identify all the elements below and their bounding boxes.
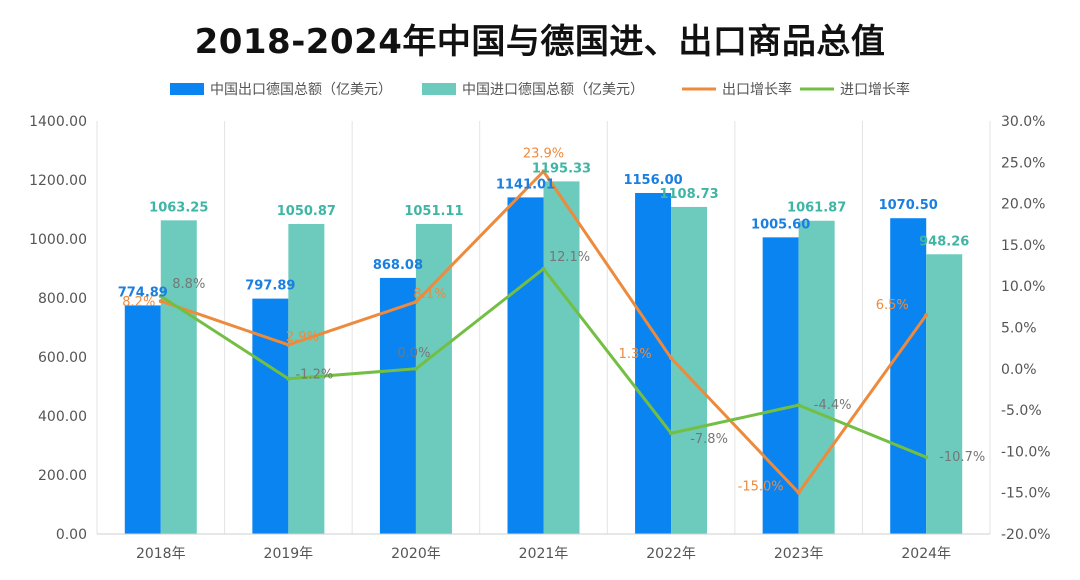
y-right-tick-label: 25.0% xyxy=(1001,155,1045,171)
y-left-tick-label: 0.00 xyxy=(56,527,87,543)
y-right-tick-label: 0.0% xyxy=(1001,362,1037,378)
bar-value-label: 1051.11 xyxy=(404,204,463,219)
line-value-label: -10.7% xyxy=(939,450,985,465)
bar-value-label: 1156.00 xyxy=(623,173,682,188)
line-point xyxy=(286,342,291,347)
bar-value-label: 1141.01 xyxy=(496,177,555,192)
legend-label: 中国出口德国总额（亿美元） xyxy=(210,82,392,98)
bar-import xyxy=(926,254,963,534)
x-tick-label: 2021年 xyxy=(519,546,569,562)
legend-swatch xyxy=(422,83,456,95)
bar-export xyxy=(124,305,161,534)
bar-series xyxy=(124,181,963,535)
bar-export xyxy=(635,192,672,535)
bar-value-label: 1005.60 xyxy=(751,217,810,232)
y-left-tick-label: 1200.00 xyxy=(29,173,87,189)
bar-import xyxy=(415,223,452,534)
line-value-label: -15.0% xyxy=(738,480,784,495)
line-value-label: 6.5% xyxy=(876,298,909,313)
bar-export xyxy=(507,197,544,535)
bar-export xyxy=(379,277,416,534)
line-value-label: 2.9% xyxy=(286,330,319,345)
x-tick-label: 2020年 xyxy=(391,546,441,562)
chart-title: 2018-2024年中国与德国进、出口商品总值 xyxy=(194,22,886,62)
line-value-label: 8.2% xyxy=(122,295,155,310)
y-right-tick-label: -10.0% xyxy=(1001,444,1051,460)
line-value-label: 12.1% xyxy=(549,250,590,265)
bar-value-label: 868.08 xyxy=(373,258,423,273)
line-value-label: 1.3% xyxy=(619,347,652,362)
line-point xyxy=(286,376,291,381)
y-left-tick-label: 1000.00 xyxy=(29,232,87,248)
y-axis-right: -20.0% -15.0% -10.0% -5.0% 0.0% 5.0% 10.0% 15.0… xyxy=(1001,114,1051,543)
line-point xyxy=(924,455,929,460)
y-right-tick-label: 15.0% xyxy=(1001,238,1045,254)
line-value-label: 8.1% xyxy=(413,287,446,302)
bar-value-label: 774.89 xyxy=(118,285,168,300)
bar-value-label: 1108.73 xyxy=(659,187,718,202)
x-axis: 2018年 2019年 2020年 2021年 2022年 2023年 2024年 xyxy=(97,533,990,562)
y-left-tick-label: 1400.00 xyxy=(29,114,87,130)
line-point xyxy=(796,490,801,495)
bar-value-label: 1070.50 xyxy=(879,198,938,213)
x-tick-label: 2022年 xyxy=(646,546,696,562)
bar-import xyxy=(543,181,580,534)
line-value-label: 0.0% xyxy=(397,346,430,361)
x-tick-label: 2018年 xyxy=(136,546,186,562)
line-series xyxy=(158,169,929,495)
bar-value-label: 1061.87 xyxy=(787,201,846,216)
y-right-tick-label: -5.0% xyxy=(1001,403,1042,419)
legend-label: 中国进口德国总额（亿美元） xyxy=(462,82,644,98)
line-point xyxy=(413,299,418,304)
line-point xyxy=(924,313,929,318)
bar-export xyxy=(890,218,927,534)
line-value-label: -1.2% xyxy=(295,368,333,383)
x-tick-label: 2024年 xyxy=(901,546,951,562)
line-point xyxy=(541,169,546,174)
legend-label: 进口增长率 xyxy=(840,81,910,98)
y-right-tick-label: 5.0% xyxy=(1001,321,1037,337)
bar-value-label: 948.26 xyxy=(919,234,969,249)
line-value-label: 8.8% xyxy=(172,277,205,292)
y-right-tick-label: 20.0% xyxy=(1001,197,1045,213)
line-point xyxy=(669,431,674,436)
x-tick-label: 2019年 xyxy=(264,546,314,562)
y-left-tick-label: 200.00 xyxy=(38,468,87,484)
bar-import xyxy=(671,206,708,534)
y-left-tick-label: 400.00 xyxy=(38,409,87,425)
line-value-label: -7.8% xyxy=(690,432,728,447)
bar-value-label: 797.89 xyxy=(245,279,295,294)
y-right-tick-label: -20.0% xyxy=(1001,527,1051,543)
y-left-tick-label: 600.00 xyxy=(38,350,87,366)
x-tick-label: 2023年 xyxy=(774,546,824,562)
legend-swatch xyxy=(170,83,204,95)
legend: 中国出口德国总额（亿美元） 中国进口德国总额（亿美元） 出口增长率 进口增长率 xyxy=(170,81,910,98)
y-right-tick-label: 30.0% xyxy=(1001,114,1045,130)
legend-label: 出口增长率 xyxy=(722,81,792,98)
bar-import xyxy=(160,220,197,534)
line-point xyxy=(158,299,163,304)
bar-value-label: 1050.87 xyxy=(277,204,336,219)
y-left-tick-label: 800.00 xyxy=(38,291,87,307)
y-axis-left: 0.00 200.00 400.00 600.00 800.00 1000.00 1200.… xyxy=(29,114,87,543)
y-right-tick-label: -15.0% xyxy=(1001,486,1051,502)
bar-value-label: 1195.33 xyxy=(532,161,591,176)
line-point xyxy=(669,356,674,361)
line-point xyxy=(413,366,418,371)
line-point xyxy=(541,266,546,271)
line-value-label: 23.9% xyxy=(523,146,564,161)
bar-value-label: 1063.25 xyxy=(149,200,208,215)
line-point xyxy=(796,403,801,408)
line-value-label: -4.4% xyxy=(814,398,852,413)
y-right-tick-label: 10.0% xyxy=(1001,279,1045,295)
line-point xyxy=(158,294,163,299)
grid-lines xyxy=(96,121,991,534)
